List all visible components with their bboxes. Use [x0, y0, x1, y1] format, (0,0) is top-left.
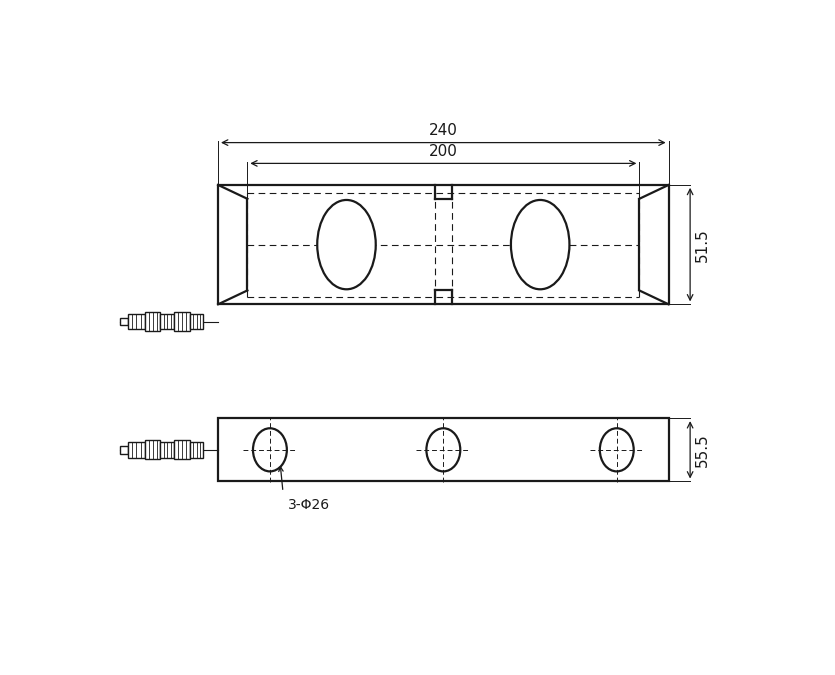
Ellipse shape [600, 428, 634, 471]
Bar [218, 418, 669, 481]
Bar [190, 314, 204, 329]
Bar [175, 312, 190, 331]
Ellipse shape [317, 200, 376, 290]
Text: 55.5: 55.5 [695, 433, 710, 466]
Bar [145, 440, 160, 460]
Bar [128, 314, 145, 329]
Bar [145, 312, 160, 331]
Text: 3-Φ26: 3-Φ26 [288, 498, 331, 512]
Text: 51.5: 51.5 [695, 227, 710, 261]
Ellipse shape [511, 200, 569, 290]
Text: 240: 240 [429, 123, 458, 138]
Bar [175, 440, 190, 460]
Text: 200: 200 [429, 144, 458, 159]
Bar [190, 442, 204, 458]
Bar [160, 442, 175, 458]
Ellipse shape [427, 428, 460, 471]
Bar [218, 185, 669, 304]
Bar [120, 318, 128, 325]
Bar [120, 446, 128, 454]
Ellipse shape [253, 428, 287, 471]
Bar [128, 442, 145, 458]
Bar [160, 314, 175, 329]
